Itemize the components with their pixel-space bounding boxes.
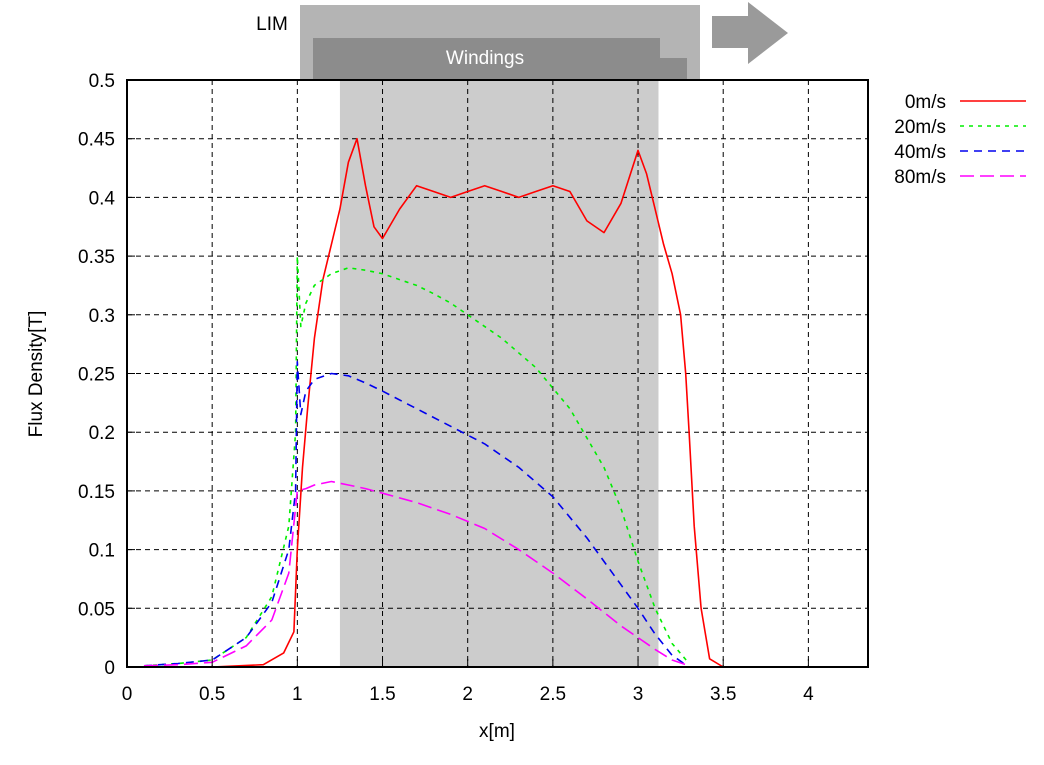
grid-lines xyxy=(127,80,868,667)
lim-label: LIM xyxy=(256,14,288,35)
y-tick-label: 0.45 xyxy=(78,130,115,151)
lim-diagram: LIM Windings xyxy=(256,2,788,80)
legend-label-3: 80m/s xyxy=(894,167,946,188)
series-line-0 xyxy=(144,137,724,668)
y-tick-label: 0.3 xyxy=(89,306,115,327)
legend-label-2: 40m/s xyxy=(894,142,946,163)
series-line-2 xyxy=(143,360,687,667)
legend: 0m/s 20m/s 40m/s 80m/s xyxy=(894,92,1026,188)
x-tick-label: 0.5 xyxy=(199,684,225,705)
series-line-1 xyxy=(143,255,690,667)
x-tick-label: 2 xyxy=(462,684,473,705)
windings-label: Windings xyxy=(446,48,524,69)
y-tick-label: 0 xyxy=(104,658,115,679)
x-tick-label: 2.5 xyxy=(540,684,566,705)
y-tick-label: 0.2 xyxy=(89,423,115,444)
y-tick-label: 0.4 xyxy=(89,188,116,209)
y-axis-ticks: 0 0.05 0.1 0.15 0.2 0.25 0.3 0.35 0.4 0.45 0.5 xyxy=(78,71,135,679)
x-tick-label: 1.5 xyxy=(369,684,395,705)
y-tick-label: 0.15 xyxy=(78,482,115,503)
y-axis-title: Flux Density[T] xyxy=(26,311,47,438)
x-axis-title: x[m] xyxy=(479,721,515,742)
y-tick-label: 0.1 xyxy=(89,541,115,562)
direction-arrow-icon xyxy=(712,2,788,64)
x-tick-label: 3.5 xyxy=(710,684,736,705)
legend-label-1: 20m/s xyxy=(894,117,946,138)
y-tick-label: 0.5 xyxy=(89,71,115,92)
x-tick-label: 4 xyxy=(803,684,814,705)
y-tick-label: 0.25 xyxy=(78,365,115,386)
legend-label-0: 0m/s xyxy=(905,92,946,113)
windings-block xyxy=(313,38,687,80)
x-axis-ticks: 0 0.5 1 1.5 2 2.5 3 3.5 4 xyxy=(122,659,814,705)
y-tick-label: 0.35 xyxy=(78,247,115,268)
x-tick-label: 1 xyxy=(292,684,303,705)
series-line-3 xyxy=(143,480,690,667)
x-tick-label: 0 xyxy=(122,684,133,705)
x-tick-label: 3 xyxy=(633,684,644,705)
y-tick-label: 0.05 xyxy=(78,599,115,620)
series-layer xyxy=(143,137,724,668)
